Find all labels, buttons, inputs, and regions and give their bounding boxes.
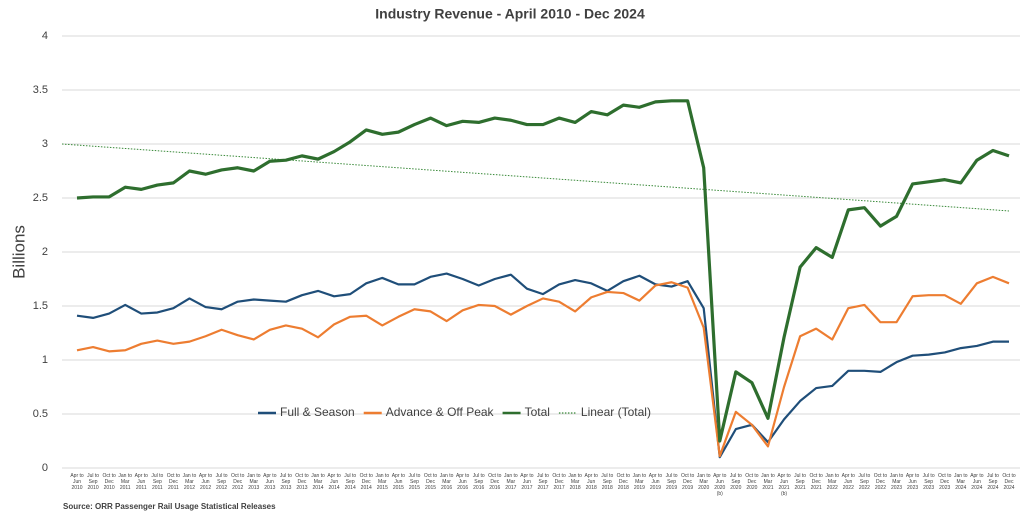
series-line bbox=[76, 275, 1010, 458]
y-tick-label: 3 bbox=[42, 138, 48, 150]
x-tick-label: Jul to Sep 2022 bbox=[858, 473, 871, 491]
x-tick-label: Apr to Jun 2020 (b) bbox=[713, 473, 727, 497]
series-line bbox=[76, 99, 1010, 443]
x-tick-label: Apr to Jun 2022 bbox=[841, 473, 855, 491]
y-axis-title: Billions bbox=[9, 225, 28, 279]
x-tick-label: Jul to Sep 2012 bbox=[215, 473, 228, 491]
series-line bbox=[76, 272, 1009, 459]
x-tick-label: Jan to Mar 2016 bbox=[439, 473, 454, 491]
x-tick-label: Jan to Mar 2022 bbox=[825, 473, 840, 491]
x-tick-label: Apr to Jun 2013 bbox=[263, 473, 277, 491]
x-tick-label: Apr to Jun 2011 bbox=[134, 473, 148, 491]
x-tick-label: Jan to Mar 2012 bbox=[182, 473, 197, 491]
x-tick-label: Jul to Sep 2014 bbox=[344, 473, 357, 491]
x-tick-label: Jul to Sep 2015 bbox=[408, 473, 421, 491]
x-tick-label: Jan to Mar 2020 bbox=[696, 473, 711, 491]
x-tick-label: Jul to Sep 2020 bbox=[729, 473, 742, 491]
x-tick-label: Oct to Dec 2020 bbox=[745, 473, 759, 491]
x-tick-label: Apr to Jun 2023 bbox=[905, 473, 920, 491]
x-tick-label: Jan to Mar 2021 bbox=[761, 473, 775, 491]
y-tick-label: 3.5 bbox=[33, 84, 48, 96]
legend-label: Advance & Off Peak bbox=[386, 405, 495, 419]
x-tick-label: Oct to Dec 2021 bbox=[809, 473, 823, 491]
x-tick-label: Jul to Sep 2023 bbox=[922, 473, 935, 491]
x-tick-label: Jan to Mar 2015 bbox=[375, 473, 390, 491]
x-tick-label: Oct to Dec 2014 bbox=[359, 473, 373, 491]
y-tick-label: 0 bbox=[42, 462, 48, 474]
source-note: Source: ORR Passenger Rail Usage Statist… bbox=[63, 502, 276, 511]
x-tick-label: Jul to Sep 2021 bbox=[794, 473, 807, 491]
x-tick-label: Jan to Mar 2018 bbox=[568, 473, 582, 491]
y-tick-label: 1.5 bbox=[33, 300, 48, 312]
x-tick-label: Jan to Mar 2013 bbox=[246, 473, 261, 491]
legend-label: Total bbox=[525, 405, 550, 419]
y-tick-label: 4 bbox=[42, 30, 48, 42]
x-tick-label: Jul to Sep 2016 bbox=[472, 473, 485, 491]
x-tick-label: Apr to Jun 2014 bbox=[327, 473, 341, 491]
x-tick-label: Oct to Dec 2016 bbox=[488, 473, 502, 491]
x-tick-label: Oct to Dec 2012 bbox=[231, 473, 245, 491]
x-tick-label: Apr to Jun 2016 bbox=[455, 473, 470, 491]
x-tick-label: Oct to Dec 2019 bbox=[680, 473, 695, 491]
legend-label: Full & Season bbox=[280, 405, 355, 419]
x-tick-label: Oct to Dec 2022 bbox=[873, 473, 888, 491]
y-tick-label: 2.5 bbox=[33, 192, 48, 204]
x-tick-label: Oct to Dec 2023 bbox=[938, 473, 952, 491]
x-tick-label: Apr to Jun 2021 (b) bbox=[777, 473, 791, 497]
trendline bbox=[61, 143, 1010, 212]
y-tick-label: 0.5 bbox=[33, 408, 48, 420]
y-tick-label: 2 bbox=[42, 246, 48, 258]
x-tick-label: Apr to Jun 2024 bbox=[970, 473, 984, 491]
x-tick-label: Apr to Jun 2018 bbox=[584, 473, 598, 491]
x-tick-label: Oct to Dec 2013 bbox=[295, 473, 309, 491]
x-tick-label: Jan to Mar 2019 bbox=[632, 473, 647, 491]
x-tick-label: Jul to Sep 2017 bbox=[537, 473, 549, 491]
legend-label: Linear (Total) bbox=[581, 405, 651, 419]
y-tick-label: 1 bbox=[42, 354, 48, 366]
x-tick-label: Oct to Dec 2015 bbox=[423, 473, 438, 491]
x-tick-label: Jan to Mar 2024 bbox=[953, 473, 968, 491]
x-tick-label: Jul to Sep 2024 bbox=[986, 473, 999, 491]
x-tick-label: Oct to Dec 2018 bbox=[616, 473, 631, 491]
chart-title: Industry Revenue - April 2010 - Dec 2024 bbox=[375, 6, 645, 22]
x-tick-label: Jul to Sep 2013 bbox=[279, 473, 292, 491]
x-tick-label: Apr to Jun 2017 bbox=[520, 473, 534, 491]
x-tick-label: Apr to Jun 2019 bbox=[648, 473, 663, 491]
x-tick-label: Jan to Mar 2011 bbox=[118, 473, 133, 491]
x-tick-label: Jul to Sep 2018 bbox=[601, 473, 614, 491]
x-tick-label: Oct to Dec 2010 bbox=[102, 473, 116, 491]
x-tick-label: Jan to Mar 2014 bbox=[311, 473, 325, 491]
x-tick-label: Jul to Sep 2010 bbox=[87, 473, 100, 491]
x-tick-label: Oct to Dec 2011 bbox=[166, 473, 181, 491]
x-tick-label: Jan to Mar 2017 bbox=[504, 473, 518, 491]
x-tick-label: Apr to Jun 2015 bbox=[391, 473, 406, 491]
x-tick-label: Oct to Dec 2017 bbox=[552, 473, 566, 491]
x-tick-label: Apr to Jun 2012 bbox=[198, 473, 213, 491]
x-tick-label: Oct to Dec 2024 bbox=[1002, 473, 1016, 491]
x-tick-label: Apr to Jun 2010 bbox=[70, 473, 84, 491]
x-tick-label: Jul to Sep 2011 bbox=[151, 473, 164, 491]
x-tick-label: Jan to Mar 2023 bbox=[889, 473, 904, 491]
x-tick-label: Jul to Sep 2019 bbox=[665, 473, 678, 491]
